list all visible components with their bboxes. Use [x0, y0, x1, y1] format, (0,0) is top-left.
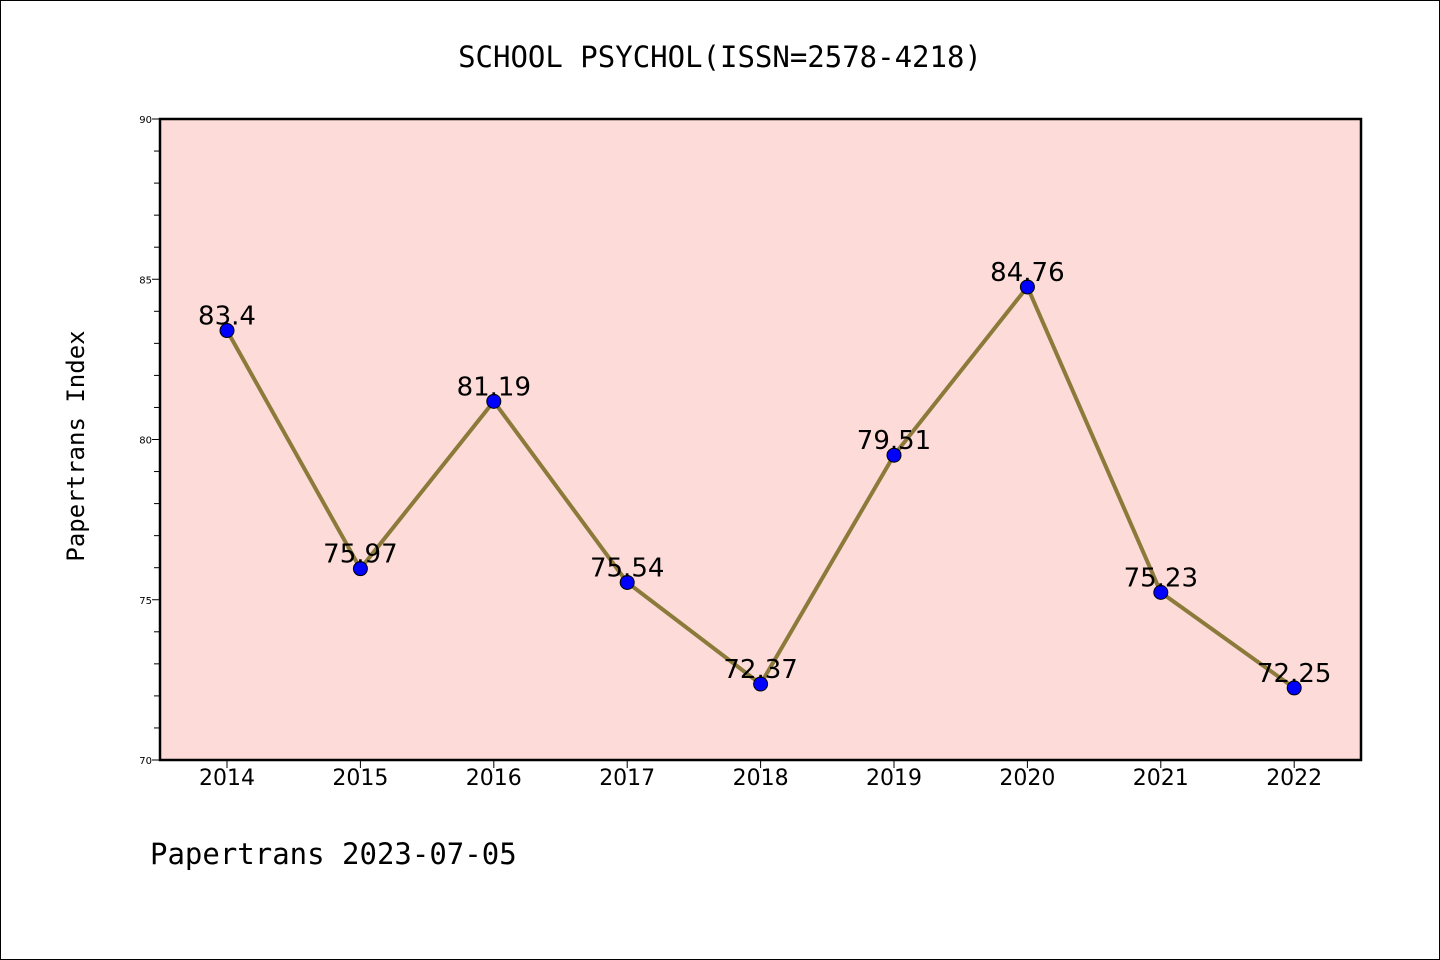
plot-border	[158, 117, 1363, 762]
data-point-marker	[1019, 279, 1035, 295]
data-value-label: 75.23	[1124, 563, 1198, 593]
data-value-label: 72.25	[1257, 659, 1331, 689]
y-tick-label: 75	[139, 596, 152, 607]
x-tick-label: 2016	[466, 766, 522, 791]
data-point-marker	[219, 323, 235, 339]
x-tick-label: 2017	[599, 766, 655, 791]
y-axis-label: Papertrans Index	[62, 330, 90, 561]
data-point-marker	[619, 574, 635, 590]
x-tick-label: 2018	[733, 766, 789, 791]
data-point-marker	[1153, 584, 1169, 600]
footer-text: Papertrans 2023-07-05	[150, 837, 517, 871]
data-value-label: 81.19	[457, 372, 531, 402]
data-value-label: 84.76	[990, 258, 1064, 288]
x-tick-label: 2022	[1266, 766, 1322, 791]
y-tick-label: 80	[139, 436, 152, 447]
y-tick-label: 90	[139, 115, 152, 126]
x-tick-label: 2020	[999, 766, 1055, 791]
data-point-marker	[486, 393, 502, 409]
data-point-marker	[886, 447, 902, 463]
data-point-marker	[352, 561, 368, 577]
x-axis-ticks: 2014 2015 2016 2017 2018 2019 2020 2021 2022	[199, 760, 1322, 791]
data-value-label: 83.4	[198, 302, 256, 332]
x-tick-label: 2019	[866, 766, 922, 791]
data-value-label: 79.51	[857, 426, 931, 456]
y-tick-label: 70	[139, 756, 152, 767]
x-tick-label: 2021	[1133, 766, 1189, 791]
data-value-label: 75.54	[590, 553, 664, 583]
data-labels: 83.4 75.97 81.19 75.54 72.37 79.51 84.76 75.23 7…	[198, 258, 1331, 689]
y-axis-ticks: 70 75 80 85 90	[139, 115, 160, 767]
data-value-label: 75.97	[323, 540, 397, 570]
data-value-label: 72.37	[723, 655, 797, 685]
series-markers	[219, 279, 1302, 696]
x-tick-label: 2014	[199, 766, 255, 791]
plot-area	[160, 119, 1361, 760]
data-point-marker	[1286, 680, 1302, 696]
x-tick-label: 2015	[332, 766, 388, 791]
y-tick-label: 85	[139, 275, 152, 286]
data-point-marker	[753, 676, 769, 692]
chart-title: SCHOOL PSYCHOL(ISSN=2578-4218)	[458, 40, 982, 74]
